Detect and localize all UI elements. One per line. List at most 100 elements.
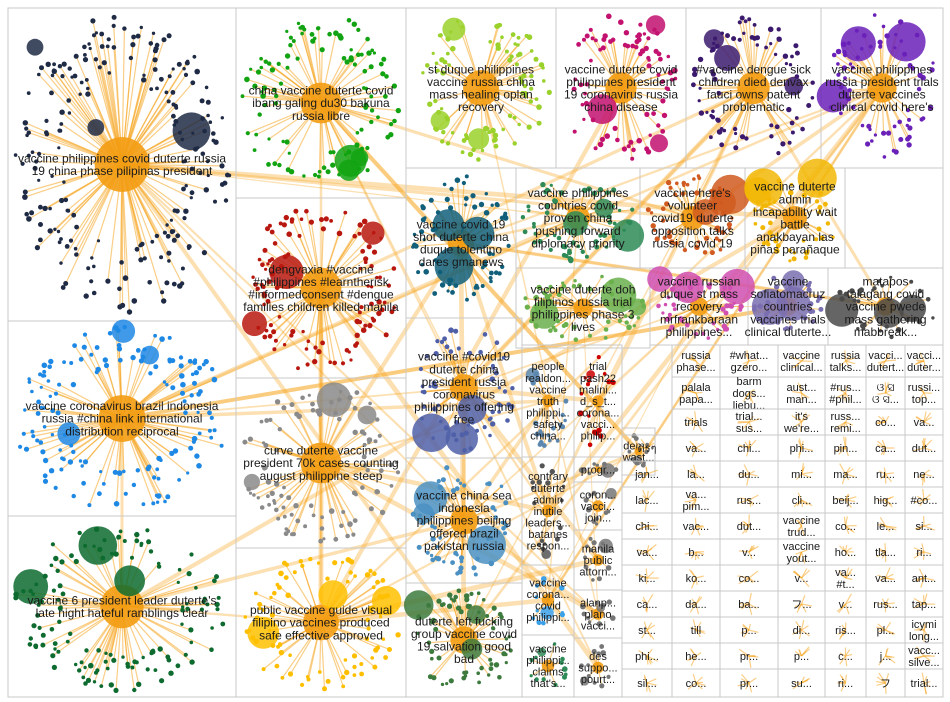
cluster-label-g27: progr... (581, 464, 615, 476)
node (731, 36, 737, 42)
small-cell-label: dut... (737, 521, 761, 533)
node (304, 347, 309, 351)
node (673, 76, 678, 81)
node (544, 187, 550, 193)
node (164, 90, 169, 95)
node (178, 363, 184, 369)
node (264, 267, 268, 271)
node (312, 36, 317, 41)
node (91, 290, 97, 296)
node (730, 216, 734, 220)
node (318, 538, 324, 544)
cluster-label-line: realdon... (525, 373, 571, 385)
node (929, 67, 935, 73)
large-node (445, 422, 478, 455)
node (881, 24, 886, 29)
node (171, 113, 176, 119)
small-cell-label: icymi long... (909, 619, 939, 643)
node (205, 99, 211, 105)
cluster-label-line: contrary (528, 471, 568, 483)
node (66, 98, 71, 103)
node (668, 239, 675, 245)
node (18, 444, 23, 449)
node (111, 23, 116, 28)
cluster-label-line: clinical duterte... (745, 325, 832, 339)
cluster-label-line: inutile (534, 506, 563, 518)
cluster-label-line: mabbreak... (854, 325, 917, 339)
node (24, 126, 29, 131)
node (500, 35, 504, 39)
node (37, 72, 41, 77)
node (905, 136, 911, 142)
node (611, 37, 616, 42)
node (83, 681, 88, 686)
small-cell-label: le... (877, 521, 895, 533)
node (193, 370, 199, 376)
node (88, 46, 92, 51)
small-cell-label-line: chi... (737, 443, 760, 455)
node (67, 111, 72, 115)
node (252, 493, 256, 497)
small-cell-label: ant... (912, 573, 936, 585)
node (166, 33, 172, 39)
node (183, 652, 188, 657)
node (634, 45, 639, 50)
node (308, 503, 314, 509)
small-cell-label-line: jan... (634, 469, 659, 481)
edge (463, 305, 700, 389)
node (40, 449, 46, 455)
node (72, 73, 78, 79)
node (716, 225, 721, 230)
node (567, 250, 572, 256)
node (22, 189, 28, 195)
cluster-label-line: vacci... (581, 501, 615, 513)
small-cell-label: ki... (638, 573, 655, 585)
node (103, 659, 108, 664)
cluster-label-g30: vaccine corona... covid philippi... (526, 578, 569, 625)
large-node (645, 15, 666, 35)
node (487, 673, 491, 677)
node (52, 641, 58, 646)
small-cell-label: aust... man... (786, 382, 817, 406)
node (594, 244, 600, 250)
node (382, 300, 387, 305)
node (281, 222, 287, 228)
node (715, 117, 720, 122)
small-cell-label-line: ดรๆ (638, 443, 657, 455)
node (41, 362, 48, 369)
node (188, 627, 194, 633)
node (352, 233, 358, 239)
node (39, 65, 44, 71)
node (219, 163, 225, 169)
node (257, 257, 262, 262)
small-cell-label-line: he... (685, 651, 706, 663)
node (161, 298, 167, 304)
node (130, 42, 136, 48)
node (373, 439, 378, 444)
node (169, 218, 173, 222)
node (351, 532, 356, 537)
node (87, 503, 92, 508)
node (82, 57, 89, 63)
node (330, 162, 336, 168)
node (73, 246, 78, 251)
node (759, 206, 764, 211)
edge (121, 163, 465, 522)
cluster-label-line: des (589, 651, 607, 663)
node (369, 264, 374, 269)
small-cell-label-line: ba... (738, 599, 759, 611)
node (322, 537, 326, 541)
node (375, 275, 379, 280)
node (667, 229, 672, 234)
node (174, 208, 180, 214)
node (70, 381, 77, 388)
node (220, 116, 224, 120)
node (590, 36, 595, 41)
node (296, 21, 301, 26)
node (57, 240, 62, 245)
node (141, 77, 147, 83)
cluster-label-line: philippines... (666, 325, 733, 339)
node (156, 561, 161, 566)
